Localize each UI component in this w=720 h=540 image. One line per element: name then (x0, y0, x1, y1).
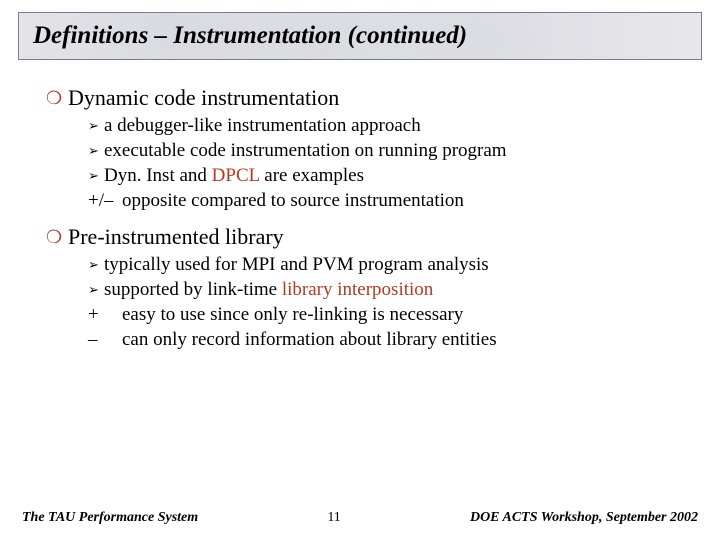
text-run: Dyn. Inst (104, 165, 175, 186)
list-item-text: a debugger-like instrumentation approach (104, 114, 421, 138)
arrow-bullet-icon: ➢ (88, 139, 104, 163)
list-item-text: opposite compared to source instrumentat… (122, 189, 464, 213)
emphasis-text: library interposition (282, 279, 433, 300)
list-item-text: easy to use since only re-linking is nec… (122, 303, 463, 327)
footer-left: The TAU Performance System (22, 510, 198, 526)
list-item: +/– opposite compared to source instrume… (88, 189, 690, 213)
section-items: ➢ typically used for MPI and PVM program… (88, 253, 690, 352)
section-heading: ❍ Pre-instrumented library (46, 223, 690, 251)
section-heading: ❍ Dynamic code instrumentation (46, 84, 690, 112)
list-item-text: Dyn. Inst and DPCL are examples (104, 164, 364, 188)
list-item-text: typically used for MPI and PVM program a… (104, 253, 489, 277)
list-item-text: supported by link-time library interposi… (104, 278, 433, 302)
list-item: ➢ typically used for MPI and PVM program… (88, 253, 690, 277)
list-item: ➢ supported by link-time library interpo… (88, 278, 690, 302)
plusminus-bullet-icon: +/– (88, 189, 122, 213)
list-item: – can only record information about libr… (88, 328, 690, 352)
minus-bullet-icon: – (88, 328, 122, 352)
list-item-text: can only record information about librar… (122, 328, 497, 352)
list-item: ➢ Dyn. Inst and DPCL are examples (88, 164, 690, 188)
circle-bullet-icon: ❍ (46, 84, 68, 112)
circle-bullet-icon: ❍ (46, 223, 68, 251)
footer-right: DOE ACTS Workshop, September 2002 (470, 510, 698, 526)
text-run: supported by link-time (104, 279, 282, 300)
section-items: ➢ a debugger-like instrumentation approa… (88, 114, 690, 213)
footer: The TAU Performance System 11 DOE ACTS W… (22, 510, 698, 526)
arrow-bullet-icon: ➢ (88, 164, 104, 188)
section-heading-text: Dynamic code instrumentation (68, 84, 339, 112)
title-band: Definitions – Instrumentation (continued… (18, 12, 702, 60)
arrow-bullet-icon: ➢ (88, 278, 104, 302)
emphasis-text: DPCL (212, 165, 260, 186)
arrow-bullet-icon: ➢ (88, 114, 104, 138)
text-run: and (175, 165, 212, 186)
section-heading-text: Pre-instrumented library (68, 223, 284, 251)
plus-bullet-icon: + (88, 303, 122, 327)
text-run: are examples (260, 165, 364, 186)
list-item: ➢ executable code instrumentation on run… (88, 139, 690, 163)
slide: { "title": "Definitions – Instrumentatio… (0, 0, 720, 540)
list-item: ➢ a debugger-like instrumentation approa… (88, 114, 690, 138)
page-number: 11 (327, 510, 340, 526)
slide-title: Definitions – Instrumentation (continued… (33, 22, 467, 50)
slide-body: ❍ Dynamic code instrumentation ➢ a debug… (46, 78, 690, 353)
list-item-text: executable code instrumentation on runni… (104, 139, 507, 163)
arrow-bullet-icon: ➢ (88, 253, 104, 277)
list-item: + easy to use since only re-linking is n… (88, 303, 690, 327)
